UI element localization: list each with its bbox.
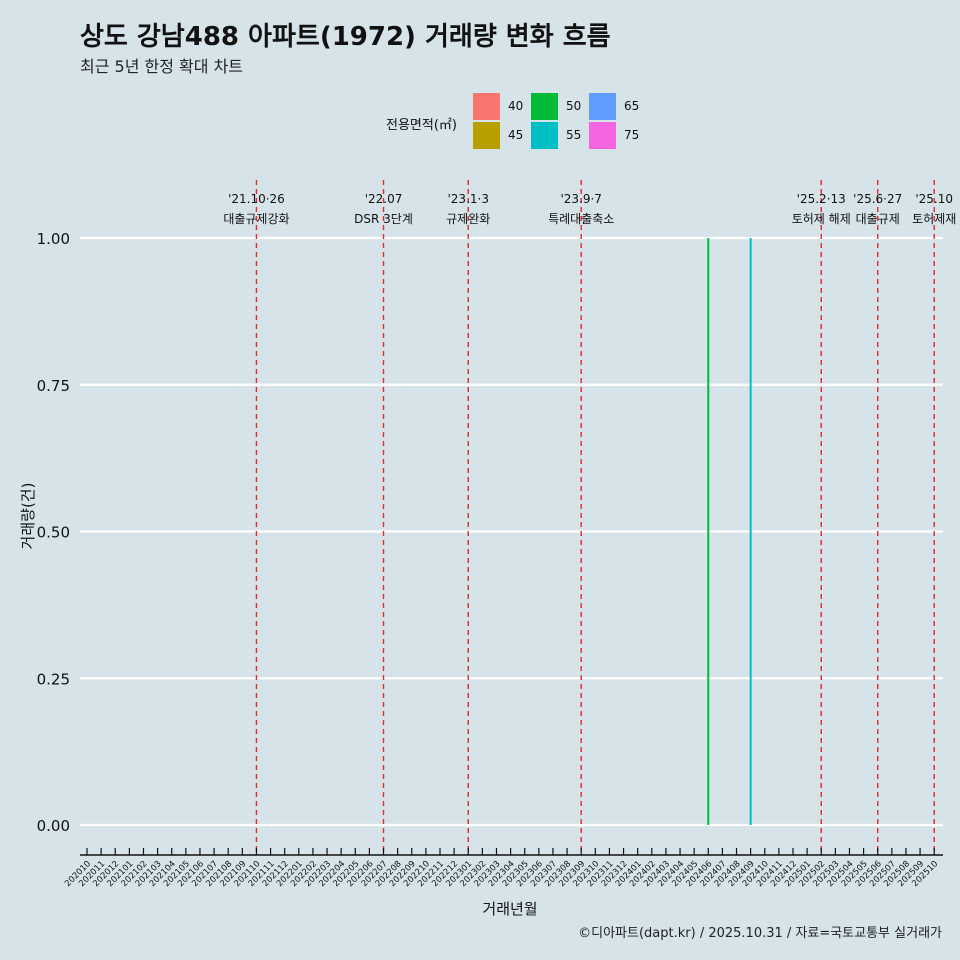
legend-swatch bbox=[589, 122, 616, 149]
event-date: '23.1·3 bbox=[448, 192, 489, 206]
y-axis-label: 거래량(건) bbox=[19, 483, 37, 550]
source-caption: ©디아파트(dapt.kr) / 2025.10.31 / 자료=국토교통부 실… bbox=[578, 926, 942, 941]
legend-swatch bbox=[531, 122, 558, 149]
legend-label: 40 bbox=[508, 99, 524, 113]
data-bars bbox=[707, 238, 752, 825]
chart-title: 상도 강남488 아파트(1972) 거래량 변화 흐름 bbox=[80, 22, 611, 52]
event-label: 대출규제강화 bbox=[223, 212, 289, 226]
event-label: DSR 3단계 bbox=[354, 212, 413, 226]
event-date: '23.9·7 bbox=[560, 192, 601, 206]
y-tick-label: 0.25 bbox=[37, 670, 70, 688]
legend-swatch bbox=[473, 93, 500, 120]
y-tick-label: 0.50 bbox=[37, 524, 70, 542]
event-label: 특례대출축소 bbox=[548, 212, 614, 226]
event-date: '25.2·13 bbox=[797, 192, 846, 206]
y-axis-ticks: 0.00 0.25 0.50 0.75 1.00 bbox=[37, 230, 70, 835]
event-label: 토허제재 bbox=[912, 212, 956, 226]
legend-swatch bbox=[589, 93, 616, 120]
y-tick-label: 0.75 bbox=[37, 377, 70, 395]
y-tick-label: 1.00 bbox=[37, 230, 70, 248]
legend-label: 45 bbox=[508, 128, 524, 142]
event-date: '21.10·26 bbox=[228, 192, 285, 206]
chart-subtitle: 최근 5년 한정 확대 차트 bbox=[80, 57, 244, 76]
legend-swatch bbox=[531, 93, 558, 120]
event-label: 토허제 해제 bbox=[792, 212, 851, 226]
legend-label: 75 bbox=[624, 128, 640, 142]
event-date: '25.10 bbox=[915, 192, 953, 206]
x-axis: 2020102020112020122021012021022021032021… bbox=[63, 848, 943, 889]
event-date: '22.07 bbox=[365, 192, 403, 206]
event-date: '25.6·27 bbox=[853, 192, 902, 206]
x-axis-label: 거래년월 bbox=[482, 900, 537, 918]
legend-label: 55 bbox=[566, 128, 582, 142]
event-label: 대출규제 bbox=[856, 212, 900, 226]
legend-label: 50 bbox=[566, 99, 582, 113]
legend-title: 전용면적(㎡) bbox=[386, 118, 457, 133]
legend-label: 65 bbox=[624, 99, 640, 113]
y-tick-label: 0.00 bbox=[37, 817, 70, 835]
gridlines bbox=[80, 236, 943, 827]
event-markers: '21.10·26 대출규제강화 '22.07 DSR 3단계 '23.1·3 규제완화 '… bbox=[223, 180, 956, 855]
event-label: 규제완화 bbox=[446, 212, 490, 226]
legend-swatch bbox=[473, 122, 500, 149]
